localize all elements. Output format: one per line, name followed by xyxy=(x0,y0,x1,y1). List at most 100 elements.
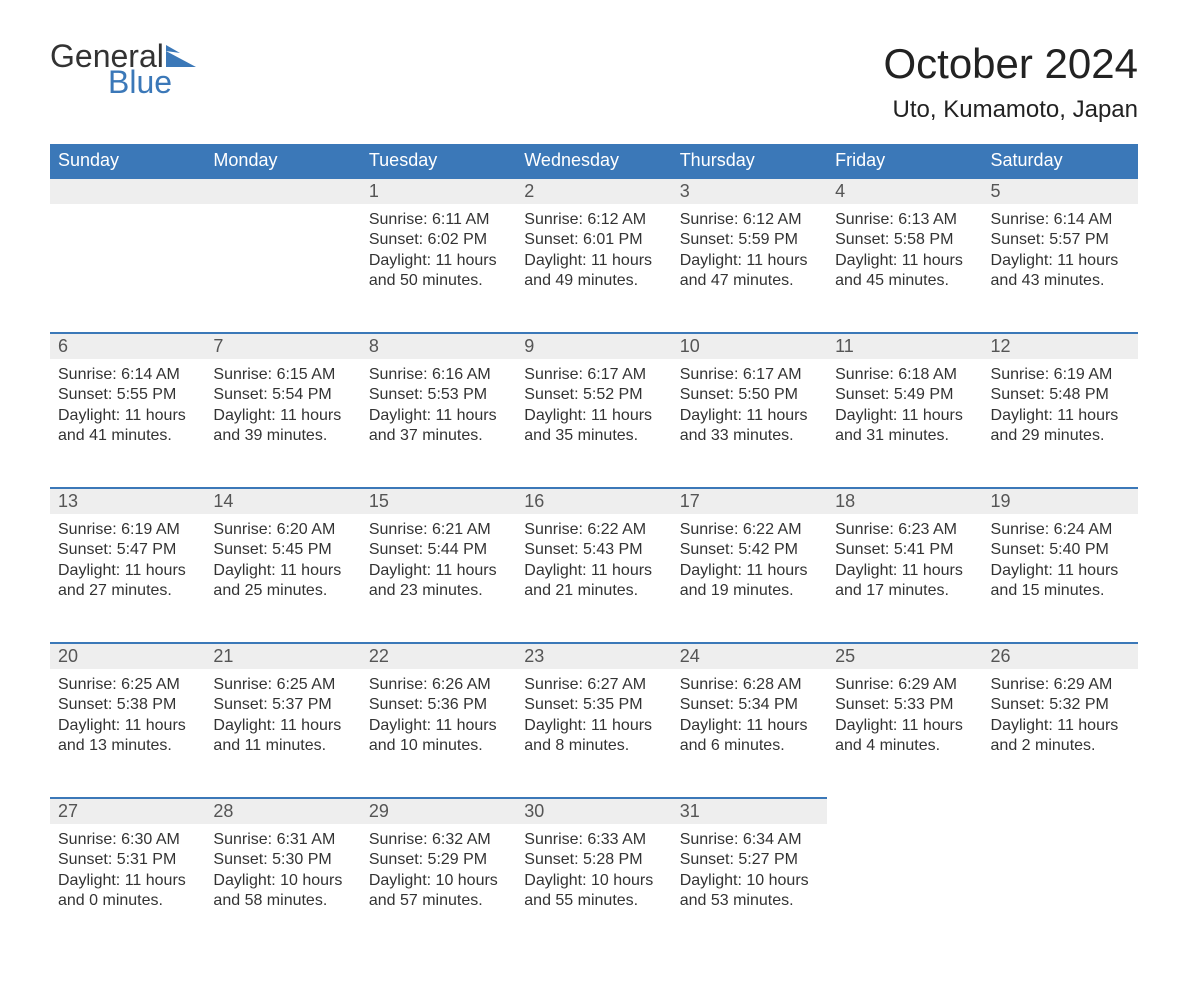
day-details: Sunrise: 6:17 AMSunset: 5:52 PMDaylight:… xyxy=(516,359,671,465)
sunset-text: Sunset: 5:42 PM xyxy=(680,540,819,560)
day-number: 14 xyxy=(205,487,360,514)
sunrise-text: Sunrise: 6:25 AM xyxy=(58,675,197,695)
day-details: Sunrise: 6:31 AMSunset: 5:30 PMDaylight:… xyxy=(205,824,360,930)
dl2-text: and 53 minutes. xyxy=(680,891,819,911)
day-number: 8 xyxy=(361,332,516,359)
sunset-text: Sunset: 5:27 PM xyxy=(680,850,819,870)
dl2-text: and 57 minutes. xyxy=(369,891,508,911)
dl2-text: and 35 minutes. xyxy=(524,426,663,446)
dl1-text: Daylight: 11 hours xyxy=(991,561,1130,581)
dl2-text: and 37 minutes. xyxy=(369,426,508,446)
day-number: 10 xyxy=(672,332,827,359)
sunrise-text: Sunrise: 6:27 AM xyxy=(524,675,663,695)
day-number: 22 xyxy=(361,642,516,669)
day-number: 9 xyxy=(516,332,671,359)
dl2-text: and 33 minutes. xyxy=(680,426,819,446)
day-details: Sunrise: 6:20 AMSunset: 5:45 PMDaylight:… xyxy=(205,514,360,620)
day-number-row: 6789101112 xyxy=(50,332,1138,359)
sunset-text: Sunset: 5:30 PM xyxy=(213,850,352,870)
location-subtitle: Uto, Kumamoto, Japan xyxy=(883,96,1138,124)
weekday-header: Saturday xyxy=(983,144,1138,177)
dl2-text: and 0 minutes. xyxy=(58,891,197,911)
dl1-text: Daylight: 10 hours xyxy=(369,871,508,891)
dl2-text: and 8 minutes. xyxy=(524,736,663,756)
day-details: Sunrise: 6:14 AMSunset: 5:55 PMDaylight:… xyxy=(50,359,205,465)
dl2-text: and 29 minutes. xyxy=(991,426,1130,446)
sunset-text: Sunset: 5:50 PM xyxy=(680,385,819,405)
day-details: Sunrise: 6:21 AMSunset: 5:44 PMDaylight:… xyxy=(361,514,516,620)
day-number: 17 xyxy=(672,487,827,514)
dl1-text: Daylight: 11 hours xyxy=(58,406,197,426)
header: General Blue October 2024 Uto, Kumamoto,… xyxy=(50,40,1138,124)
sunrise-text: Sunrise: 6:19 AM xyxy=(991,365,1130,385)
day-number: 15 xyxy=(361,487,516,514)
calendar-table: Sunday Monday Tuesday Wednesday Thursday… xyxy=(50,144,1138,952)
sunset-text: Sunset: 5:57 PM xyxy=(991,230,1130,250)
dl1-text: Daylight: 11 hours xyxy=(58,871,197,891)
day-number-blank xyxy=(50,177,205,204)
dl1-text: Daylight: 11 hours xyxy=(835,561,974,581)
sunset-text: Sunset: 5:34 PM xyxy=(680,695,819,715)
day-details: Sunrise: 6:13 AMSunset: 5:58 PMDaylight:… xyxy=(827,204,982,310)
sunrise-text: Sunrise: 6:31 AM xyxy=(213,830,352,850)
dl1-text: Daylight: 10 hours xyxy=(524,871,663,891)
dl1-text: Daylight: 11 hours xyxy=(213,406,352,426)
day-details: Sunrise: 6:14 AMSunset: 5:57 PMDaylight:… xyxy=(983,204,1138,310)
sunrise-text: Sunrise: 6:18 AM xyxy=(835,365,974,385)
dl2-text: and 50 minutes. xyxy=(369,271,508,291)
day-body-row: Sunrise: 6:14 AMSunset: 5:55 PMDaylight:… xyxy=(50,359,1138,487)
day-details: Sunrise: 6:28 AMSunset: 5:34 PMDaylight:… xyxy=(672,669,827,775)
day-number: 21 xyxy=(205,642,360,669)
weekday-header: Sunday xyxy=(50,144,205,177)
sunset-text: Sunset: 6:01 PM xyxy=(524,230,663,250)
day-body-row: Sunrise: 6:19 AMSunset: 5:47 PMDaylight:… xyxy=(50,514,1138,642)
dl1-text: Daylight: 11 hours xyxy=(58,561,197,581)
day-details: Sunrise: 6:11 AMSunset: 6:02 PMDaylight:… xyxy=(361,204,516,310)
day-details: Sunrise: 6:12 AMSunset: 5:59 PMDaylight:… xyxy=(672,204,827,310)
day-number: 20 xyxy=(50,642,205,669)
sunrise-text: Sunrise: 6:26 AM xyxy=(369,675,508,695)
dl2-text: and 31 minutes. xyxy=(835,426,974,446)
dl1-text: Daylight: 11 hours xyxy=(680,406,819,426)
day-number-blank xyxy=(205,177,360,204)
sunrise-text: Sunrise: 6:23 AM xyxy=(835,520,974,540)
dl2-text: and 25 minutes. xyxy=(213,581,352,601)
sunset-text: Sunset: 5:43 PM xyxy=(524,540,663,560)
sunset-text: Sunset: 5:36 PM xyxy=(369,695,508,715)
day-details: Sunrise: 6:24 AMSunset: 5:40 PMDaylight:… xyxy=(983,514,1138,620)
sunset-text: Sunset: 6:02 PM xyxy=(369,230,508,250)
dl1-text: Daylight: 11 hours xyxy=(680,251,819,271)
day-details: Sunrise: 6:29 AMSunset: 5:32 PMDaylight:… xyxy=(983,669,1138,775)
day-number: 31 xyxy=(672,797,827,824)
dl1-text: Daylight: 11 hours xyxy=(524,561,663,581)
day-details: Sunrise: 6:16 AMSunset: 5:53 PMDaylight:… xyxy=(361,359,516,465)
dl1-text: Daylight: 11 hours xyxy=(991,406,1130,426)
dl1-text: Daylight: 11 hours xyxy=(680,561,819,581)
sunset-text: Sunset: 5:33 PM xyxy=(835,695,974,715)
dl1-text: Daylight: 11 hours xyxy=(58,716,197,736)
sunset-text: Sunset: 5:58 PM xyxy=(835,230,974,250)
sunrise-text: Sunrise: 6:12 AM xyxy=(680,210,819,230)
dl1-text: Daylight: 11 hours xyxy=(369,251,508,271)
day-number: 2 xyxy=(516,177,671,204)
dl2-text: and 19 minutes. xyxy=(680,581,819,601)
day-number: 16 xyxy=(516,487,671,514)
day-details: Sunrise: 6:17 AMSunset: 5:50 PMDaylight:… xyxy=(672,359,827,465)
weekday-header: Wednesday xyxy=(516,144,671,177)
day-number: 27 xyxy=(50,797,205,824)
day-number: 3 xyxy=(672,177,827,204)
sunrise-text: Sunrise: 6:22 AM xyxy=(524,520,663,540)
dl2-text: and 2 minutes. xyxy=(991,736,1130,756)
dl1-text: Daylight: 10 hours xyxy=(680,871,819,891)
dl2-text: and 13 minutes. xyxy=(58,736,197,756)
day-details: Sunrise: 6:18 AMSunset: 5:49 PMDaylight:… xyxy=(827,359,982,465)
page-title: October 2024 xyxy=(883,40,1138,88)
dl2-text: and 39 minutes. xyxy=(213,426,352,446)
dl1-text: Daylight: 11 hours xyxy=(524,716,663,736)
dl1-text: Daylight: 11 hours xyxy=(369,561,508,581)
dl2-text: and 11 minutes. xyxy=(213,736,352,756)
dl1-text: Daylight: 11 hours xyxy=(835,716,974,736)
day-details: Sunrise: 6:29 AMSunset: 5:33 PMDaylight:… xyxy=(827,669,982,775)
sunset-text: Sunset: 5:29 PM xyxy=(369,850,508,870)
sunrise-text: Sunrise: 6:28 AM xyxy=(680,675,819,695)
